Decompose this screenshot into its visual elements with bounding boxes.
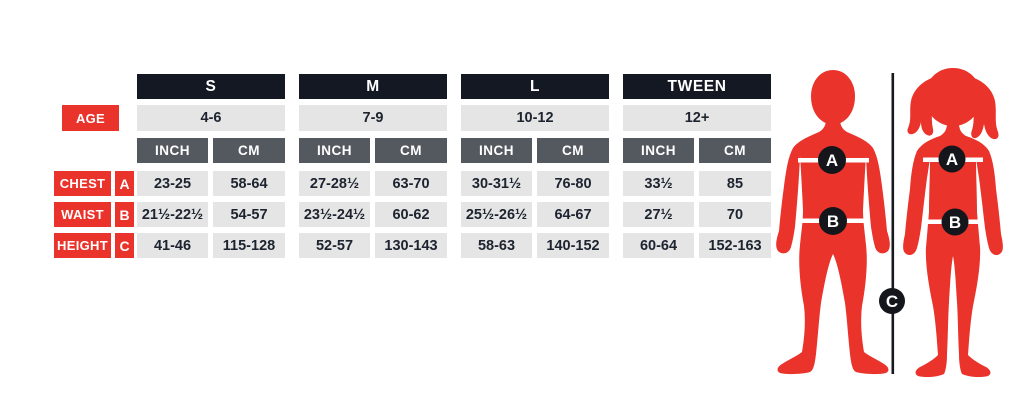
- chest-marker-badge: A: [115, 171, 134, 196]
- waist-cm-cell: 70: [699, 202, 771, 227]
- cm-unit-header: CM: [699, 138, 771, 163]
- cm-unit-header: CM: [375, 138, 447, 163]
- inch-unit-header: INCH: [137, 138, 208, 163]
- cm-unit-header: CM: [213, 138, 285, 163]
- size-col-header: TWEEN: [623, 74, 771, 99]
- waist-inch-cell: 21½-22½: [137, 202, 208, 227]
- age-value-cell: 10-12: [461, 105, 609, 131]
- age-value-cell: 4-6: [137, 105, 285, 131]
- height-cm-cell: 115-128: [213, 233, 285, 258]
- height-inch-cell: 41-46: [137, 233, 208, 258]
- height-inch-cell: 58-63: [461, 233, 532, 258]
- boy-waist-marker: B: [819, 207, 847, 235]
- chest-cm-cell: 63-70: [375, 171, 447, 196]
- chest-inch-cell: 27-28½: [299, 171, 370, 196]
- boy-chest-marker: A: [818, 146, 846, 174]
- chest-cm-cell: 76-80: [537, 171, 609, 196]
- waist-cm-cell: 60-62: [375, 202, 447, 227]
- boy-chest-marker-letter: A: [826, 151, 838, 170]
- inch-unit-header: INCH: [461, 138, 532, 163]
- height-cm-cell: 130-143: [375, 233, 447, 258]
- chest-inch-cell: 23-25: [137, 171, 208, 196]
- height-marker-badge: C: [115, 233, 134, 258]
- girl-chest-marker-letter: A: [946, 150, 958, 169]
- age-row-label: AGE: [62, 105, 119, 131]
- inch-unit-header: INCH: [299, 138, 370, 163]
- boy-waist-marker-letter: B: [827, 212, 839, 231]
- size-col-header: L: [461, 74, 609, 99]
- waist-marker-badge: B: [115, 202, 134, 227]
- waist-inch-cell: 27½: [623, 202, 694, 227]
- height-cm-cell: 140-152: [537, 233, 609, 258]
- size-col-header: S: [137, 74, 285, 99]
- waist-inch-cell: 25½-26½: [461, 202, 532, 227]
- chest-inch-cell: 33½: [623, 171, 694, 196]
- chest-inch-cell: 30-31½: [461, 171, 532, 196]
- age-value-cell: 7-9: [299, 105, 447, 131]
- girl-waist-marker: B: [941, 208, 969, 236]
- age-value-cell: 12+: [623, 105, 771, 131]
- height-inch-cell: 52-57: [299, 233, 370, 258]
- girl-silhouette: [903, 68, 1003, 378]
- waist-cm-cell: 54-57: [213, 202, 285, 227]
- chest-cm-cell: 85: [699, 171, 771, 196]
- waist-row-label: WAIST: [54, 202, 111, 227]
- cm-unit-header: CM: [537, 138, 609, 163]
- size-col-header: M: [299, 74, 447, 99]
- boy-silhouette: [776, 70, 890, 375]
- waist-cm-cell: 64-67: [537, 202, 609, 227]
- girl-waist-marker-letter: B: [949, 213, 961, 232]
- height-row-label: HEIGHT: [54, 233, 111, 258]
- height-inch-cell: 60-64: [623, 233, 694, 258]
- chest-row-label: CHEST: [54, 171, 111, 196]
- height-cm-cell: 152-163: [699, 233, 771, 258]
- height-reference-line: [891, 73, 895, 374]
- girl-chest-marker: A: [938, 145, 966, 173]
- height-marker-letter: C: [886, 292, 898, 311]
- inch-unit-header: INCH: [623, 138, 694, 163]
- height-marker: C: [879, 288, 905, 314]
- chest-cm-cell: 58-64: [213, 171, 285, 196]
- waist-inch-cell: 23½-24½: [299, 202, 370, 227]
